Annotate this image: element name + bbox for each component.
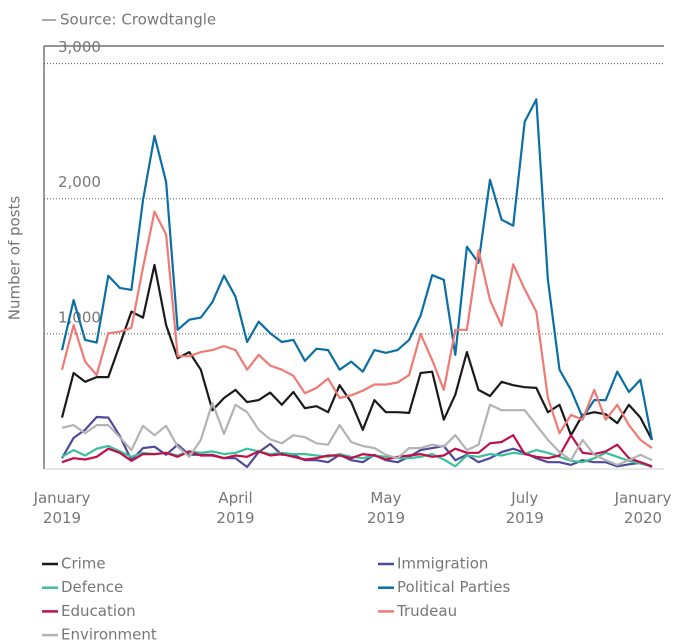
x-tick-label: April 2019 — [216, 489, 255, 527]
series-line — [60, 263, 653, 441]
series-line — [61, 401, 653, 466]
x-tick-label: January 2020 — [614, 489, 672, 527]
legend-label: Environment — [61, 626, 157, 643]
x-tick-label: January 2019 — [33, 489, 91, 527]
legend-label: Immigration — [397, 555, 488, 573]
x-tick-label: July 2019 — [505, 489, 544, 527]
y-tick-label: 3,000 — [58, 38, 101, 56]
legend-label: Political Parties — [397, 578, 510, 596]
series-line — [60, 98, 654, 441]
series-line — [61, 434, 653, 468]
legend-label: Crime — [61, 555, 106, 573]
x-tick-label: May 2019 — [366, 489, 405, 527]
legend-label: Trudeau — [396, 602, 457, 620]
legend-label: Defence — [61, 578, 123, 596]
legend-label: Education — [61, 602, 136, 620]
source: Source: Crowdtangle — [60, 11, 216, 29]
series-line — [61, 415, 653, 469]
y-tick-label: 2,000 — [58, 173, 101, 191]
series-line — [60, 210, 653, 449]
y-axis-label: Number of posts — [6, 196, 24, 321]
